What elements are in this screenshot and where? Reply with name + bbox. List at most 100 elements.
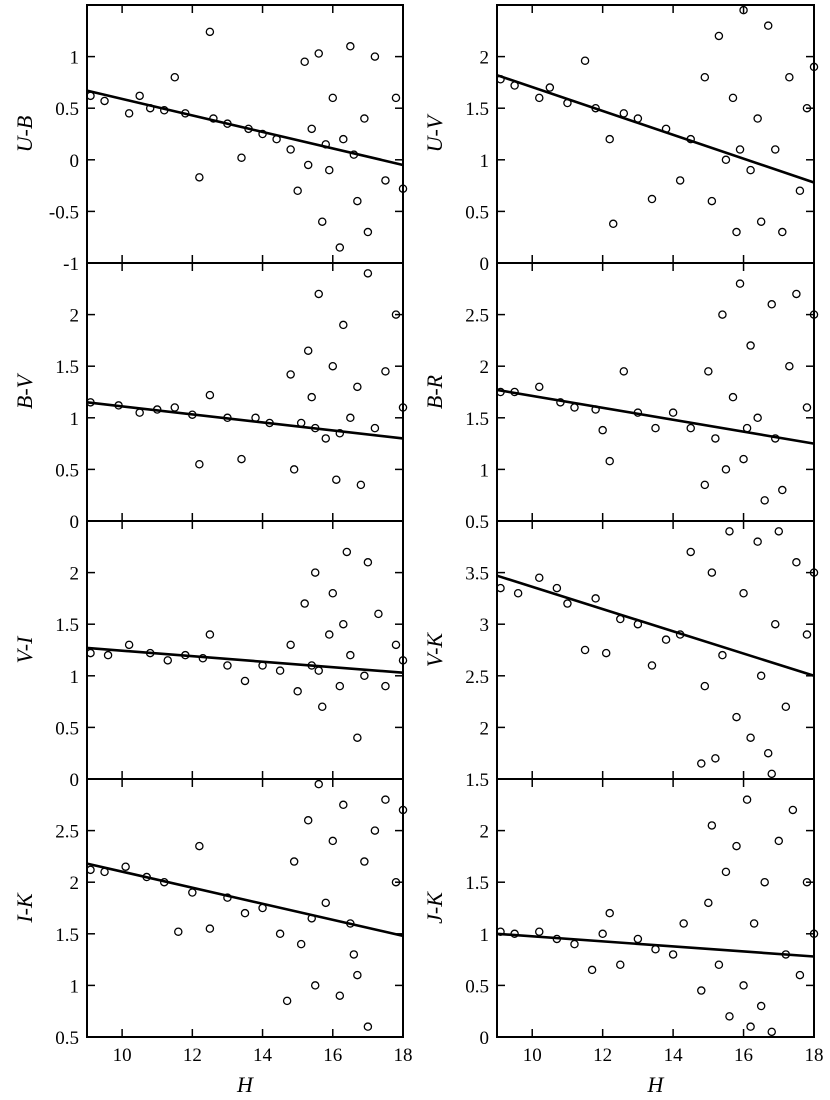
- x-tick-label: 12: [593, 1045, 612, 1066]
- point: [587, 965, 597, 975]
- y-tick-label: 2: [70, 564, 80, 585]
- point: [704, 898, 713, 908]
- y-axis-label: J-K: [422, 891, 447, 924]
- y-axis-label: B-R: [422, 374, 447, 409]
- point: [795, 186, 805, 196]
- point: [580, 56, 590, 65]
- y-tick-label: 3: [480, 615, 490, 636]
- point: [608, 219, 618, 229]
- point: [700, 480, 710, 490]
- point: [771, 619, 780, 629]
- fit-line: [496, 932, 815, 958]
- point: [300, 599, 309, 608]
- y-tick-label: 1: [70, 48, 80, 69]
- point: [570, 939, 579, 949]
- point: [778, 485, 787, 495]
- point: [756, 671, 766, 681]
- point: [346, 42, 355, 51]
- point: [360, 671, 369, 681]
- point: [342, 547, 352, 557]
- point: [763, 21, 773, 30]
- y-tick-label: 0.5: [465, 512, 489, 533]
- point: [647, 194, 657, 204]
- point: [763, 748, 773, 758]
- point: [760, 877, 769, 887]
- point: [121, 862, 130, 871]
- point: [317, 702, 327, 712]
- y-tick-label: 2.5: [465, 667, 489, 688]
- y-tick-label: 1: [480, 460, 490, 481]
- y-tick-label: 1.5: [55, 357, 79, 378]
- frame: [86, 778, 404, 1038]
- point: [370, 423, 380, 433]
- point: [307, 392, 316, 402]
- point: [647, 661, 657, 670]
- x-axis-label: H: [236, 1072, 254, 1097]
- fit-line: [496, 73, 815, 184]
- point: [353, 733, 362, 742]
- point: [205, 630, 215, 639]
- fit-line: [86, 401, 404, 440]
- point: [286, 370, 295, 379]
- point: [332, 475, 341, 484]
- point: [240, 908, 250, 918]
- point: [767, 1027, 776, 1037]
- point: [792, 289, 801, 299]
- point: [802, 103, 812, 113]
- point: [605, 134, 614, 144]
- point: [739, 981, 748, 990]
- point: [570, 403, 579, 412]
- point: [353, 382, 362, 392]
- point: [124, 640, 134, 650]
- point: [170, 403, 180, 412]
- point: [275, 929, 285, 939]
- y-tick-label: 1: [70, 667, 80, 688]
- point: [223, 661, 232, 670]
- point: [205, 924, 215, 933]
- point: [289, 465, 299, 474]
- point: [321, 898, 331, 908]
- point: [785, 72, 794, 82]
- y-tick-label: 1: [70, 976, 80, 997]
- point: [598, 425, 607, 435]
- point: [303, 160, 313, 170]
- fit-line: [86, 646, 404, 675]
- point: [307, 124, 316, 134]
- point: [707, 568, 717, 577]
- point: [714, 960, 724, 970]
- point: [700, 681, 710, 691]
- point: [381, 176, 390, 185]
- point: [496, 583, 505, 593]
- point: [363, 227, 373, 237]
- x-tick-label: 16: [734, 1045, 753, 1066]
- point: [339, 134, 348, 144]
- y-tick-label: 1.5: [465, 770, 489, 791]
- point: [802, 877, 812, 887]
- point: [289, 857, 299, 866]
- point: [317, 217, 327, 226]
- x-tick-label: 14: [664, 1045, 684, 1066]
- point: [718, 310, 727, 319]
- x-tick-label: 10: [113, 1045, 132, 1066]
- point: [707, 196, 717, 206]
- point: [381, 795, 390, 804]
- point: [363, 269, 373, 278]
- point: [711, 434, 720, 443]
- point: [668, 950, 678, 959]
- point: [802, 403, 812, 412]
- point: [360, 114, 369, 123]
- y-tick-label: 0: [480, 254, 490, 275]
- point: [792, 558, 801, 567]
- frame: [86, 262, 404, 522]
- fit-line: [86, 89, 404, 167]
- point: [679, 919, 688, 928]
- point: [339, 320, 348, 330]
- y-tick-label: 2: [480, 357, 490, 378]
- point: [363, 1022, 373, 1031]
- frame: [86, 4, 404, 264]
- y-tick-label: -1: [63, 254, 79, 275]
- point: [346, 413, 355, 423]
- point: [335, 243, 345, 252]
- point: [756, 1001, 766, 1011]
- point: [563, 599, 572, 608]
